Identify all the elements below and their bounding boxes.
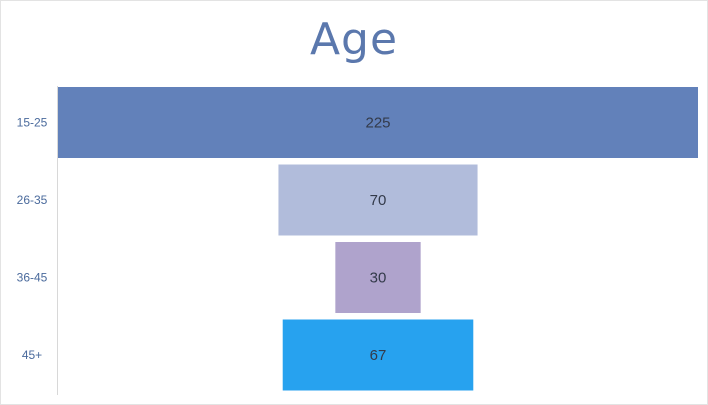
value-label: 30: [370, 270, 387, 287]
value-label: 70: [370, 192, 387, 209]
chart-title: Age: [309, 14, 399, 65]
category-label: 45+: [22, 348, 42, 362]
bar-26-35: [278, 164, 478, 236]
value-label: 225: [365, 115, 390, 132]
category-label: 26-35: [17, 193, 48, 207]
value-label: 67: [370, 347, 387, 364]
bar-45+: [282, 319, 474, 391]
bar-15-25: [58, 87, 698, 158]
category-label: 15-25: [17, 116, 48, 130]
category-label: 36-45: [17, 271, 48, 285]
bar-36-45: [335, 242, 421, 313]
